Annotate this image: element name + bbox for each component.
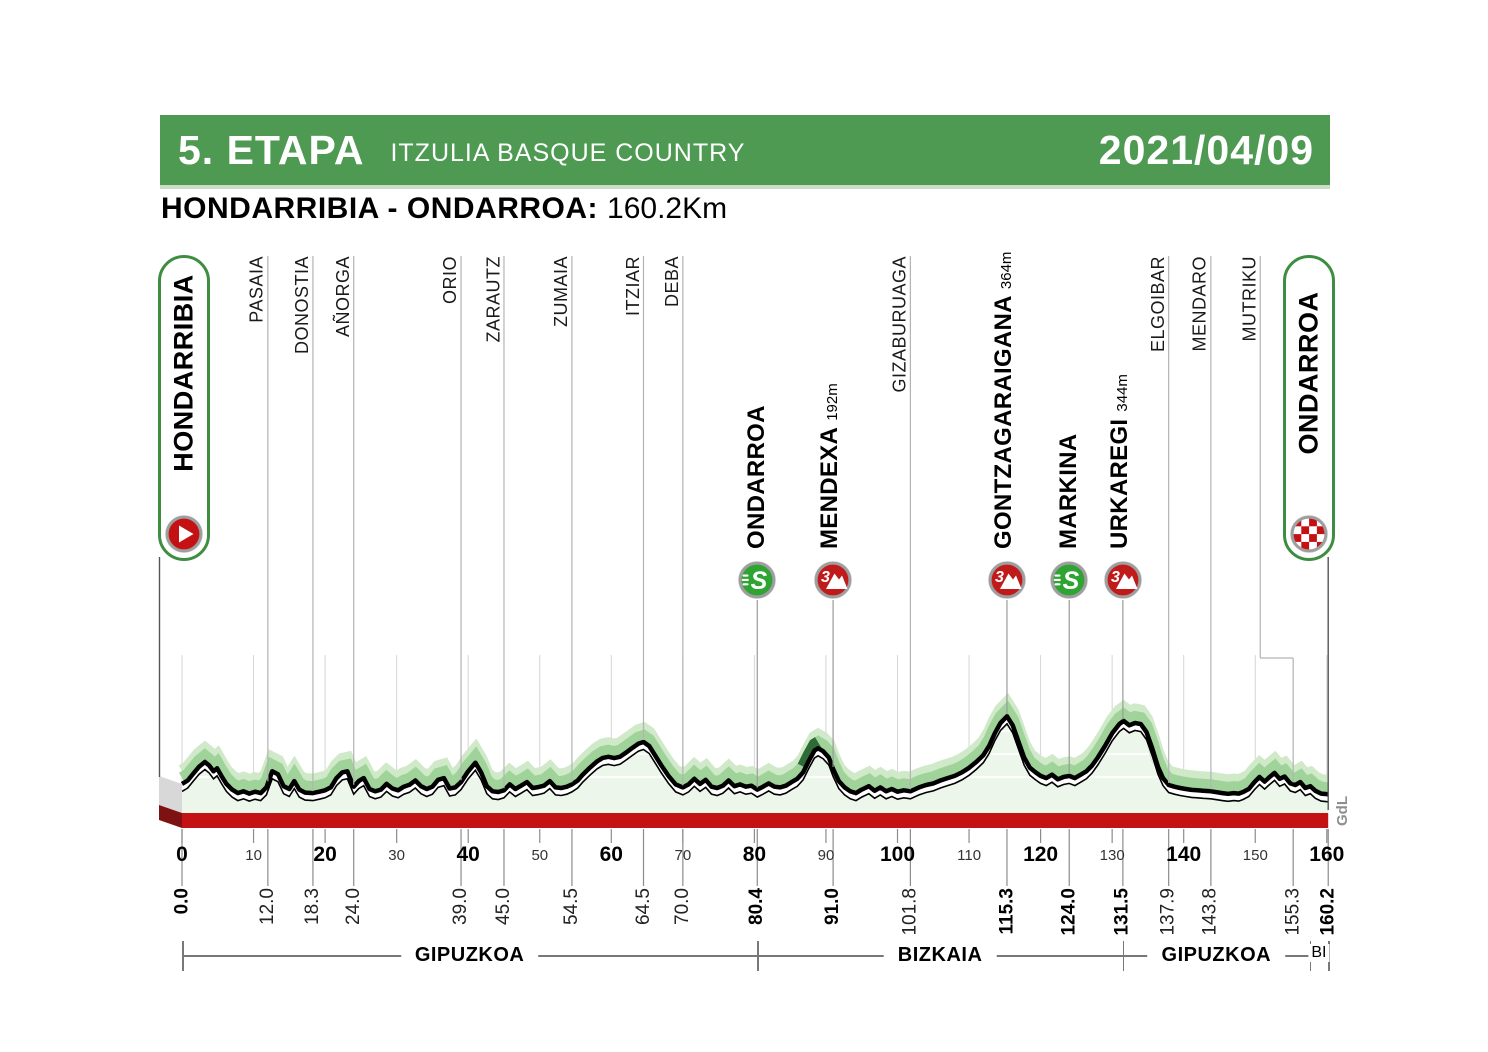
axis-tick-label: 20 — [313, 843, 337, 866]
km-marker: 80.4 — [746, 888, 768, 925]
base-red-face — [159, 805, 182, 828]
axis-tick-label: 10 — [245, 847, 262, 864]
axis-tick-label: 60 — [599, 843, 623, 866]
km-marker: 39.0 — [450, 888, 471, 925]
km-marker: 70.0 — [671, 888, 693, 925]
km-marker: 18.3 — [301, 888, 323, 925]
axis-tick-label: 80 — [742, 843, 767, 866]
waypoint-label: GONTZAGARAIGANA 364m — [990, 251, 1017, 549]
town-label: ZUMAIA — [550, 256, 571, 328]
ribbon-steep-section — [797, 737, 822, 770]
finish-town-name: ONDARROA — [1293, 291, 1324, 455]
profile-area — [182, 716, 1329, 813]
km-marker: 137.9 — [1157, 888, 1179, 936]
svg-text:3: 3 — [1111, 569, 1120, 586]
header-bar: 5. ETAPA ITZULIA BASQUE COUNTRY 2021/04/… — [160, 115, 1330, 189]
waypoint-label: ONDARROA — [743, 405, 771, 549]
axis-tick-label: 100 — [879, 843, 916, 866]
sprint-icon: S — [738, 561, 777, 599]
region-line — [182, 955, 1329, 957]
climb-elevation: 344m — [1113, 374, 1131, 412]
climb-elevation: 364m — [998, 251, 1015, 290]
region-tick — [1122, 941, 1125, 971]
axis-tick-label: 90 — [817, 847, 835, 864]
base-red-bar — [182, 813, 1329, 828]
watermark: GdL — [1334, 796, 1351, 826]
profile-line-thin — [181, 722, 1329, 803]
km-marker: 54.5 — [560, 888, 582, 925]
region-label: BI — [1308, 944, 1330, 962]
town-label: GIZABURUAGA — [889, 256, 910, 393]
km-marker: 0.0 — [171, 888, 192, 915]
town-label: ITZIAR — [622, 256, 643, 316]
finish-capsule: ONDARROA — [1283, 255, 1335, 561]
category-3-climb-icon: 3 — [814, 561, 852, 599]
stage-date: 2021/04/09 — [1098, 126, 1314, 173]
town-label: PASAIA — [246, 256, 267, 323]
axis-tick-label: 40 — [456, 843, 480, 866]
town-label: AÑORGA — [332, 256, 353, 338]
axis-tick-label: 110 — [957, 847, 982, 864]
axis-tick-label: 160 — [1309, 843, 1345, 866]
waypoint-label: MARKINA — [1055, 433, 1083, 549]
km-marker: 115.3 — [996, 888, 1017, 935]
axis-tick-label: 150 — [1242, 847, 1268, 864]
route-names: HONDARRIBIA - ONDARROA: — [161, 192, 599, 225]
waypoint-label: URKAREGI 344m — [1105, 374, 1133, 549]
axis-tick-label: 30 — [388, 847, 405, 864]
km-marker: 131.5 — [1111, 888, 1133, 936]
axis-tick-label: 0 — [176, 843, 188, 866]
sprint-icon: S — [1050, 561, 1088, 599]
km-marker: 91.0 — [822, 888, 844, 925]
region-label: GIPUZKOA — [400, 944, 539, 967]
town-label: MUTRIKU — [1239, 256, 1260, 342]
route-subtitle: HONDARRIBIA - ONDARROA: 160.2Km — [161, 192, 727, 226]
town-label: ZARAUTZ — [483, 256, 503, 343]
km-marker: 160.2 — [1317, 888, 1339, 936]
waypoint-label: MENDEXA 192m — [816, 383, 844, 549]
axis-tick-label: 140 — [1166, 843, 1202, 866]
town-label: MENDARO — [1189, 256, 1210, 352]
km-marker: 143.8 — [1199, 888, 1221, 936]
region-label: BIZKAIA — [883, 944, 997, 967]
start-town-name: HONDARRIBIA — [168, 274, 199, 472]
region-tick — [182, 941, 184, 971]
start-play-icon — [165, 515, 203, 553]
finish-checkered-icon — [1290, 515, 1328, 553]
km-marker: 45.0 — [493, 888, 514, 925]
axis-tick-label: 70 — [674, 847, 692, 864]
start-capsule: HONDARRIBIA — [158, 255, 210, 561]
km-marker: 124.0 — [1058, 888, 1080, 936]
axis-tick-label: 50 — [531, 847, 549, 864]
race-name: ITZULIA BASQUE COUNTRY — [390, 138, 746, 167]
svg-text:3: 3 — [821, 569, 830, 586]
base-side-face — [159, 776, 182, 813]
region-label: GIPUZKOA — [1147, 944, 1286, 967]
stage-number: 5. ETAPA — [178, 126, 365, 173]
category-3-climb-icon: 3 — [1104, 561, 1142, 599]
route-distance: 160.2Km — [607, 192, 728, 225]
svg-text:S: S — [751, 567, 768, 595]
town-label: DEBA — [661, 256, 682, 308]
town-label: DONOSTIA — [291, 256, 312, 355]
svg-text:S: S — [1063, 567, 1080, 595]
km-marker: 24.0 — [342, 888, 364, 925]
town-label: ELGOIBAR — [1147, 256, 1168, 353]
km-marker: 101.8 — [899, 888, 921, 936]
km-marker: 12.0 — [256, 888, 278, 925]
axis-tick-label: 120 — [1023, 843, 1059, 866]
km-marker: 155.3 — [1282, 888, 1304, 936]
category-3-climb-icon: 3 — [988, 561, 1026, 599]
profile-line — [180, 714, 1329, 797]
climb-elevation: 192m — [824, 383, 842, 421]
svg-text:3: 3 — [995, 569, 1004, 586]
km-marker: 64.5 — [632, 888, 654, 925]
town-label: ORIO — [440, 256, 460, 305]
ribbon-mid — [178, 700, 1329, 795]
region-tick — [757, 941, 759, 971]
axis-tick-label: 130 — [1099, 847, 1125, 864]
